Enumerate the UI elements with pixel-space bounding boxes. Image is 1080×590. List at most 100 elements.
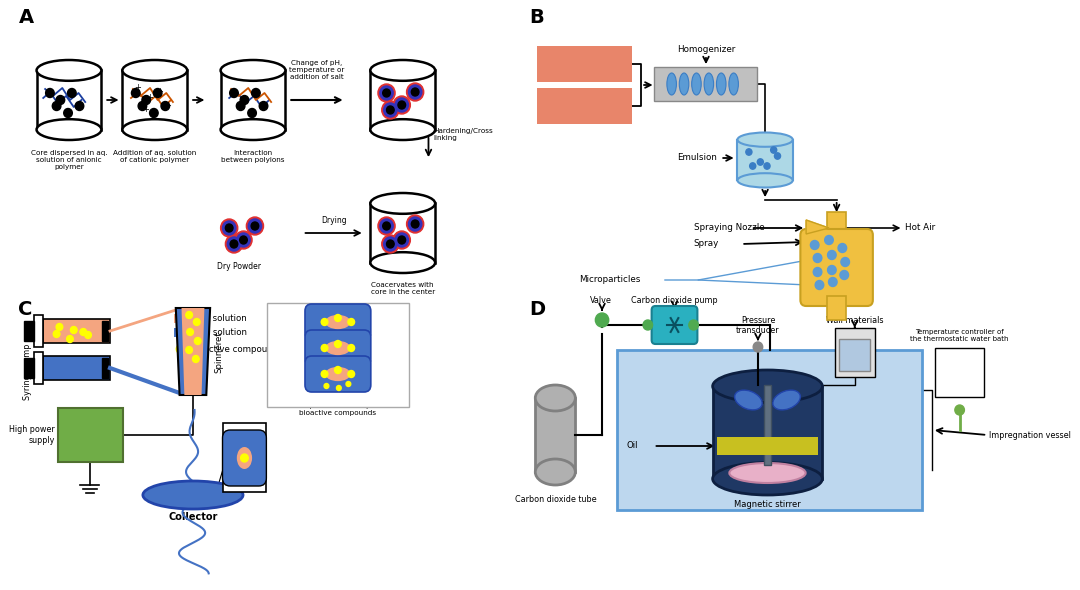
Text: Oil: Oil [626,441,638,451]
Text: shell solution: shell solution [190,328,247,337]
Circle shape [252,222,259,230]
FancyBboxPatch shape [370,204,435,263]
Circle shape [335,314,341,322]
Circle shape [80,329,86,336]
Circle shape [757,159,764,165]
Text: Valve: Valve [590,296,611,305]
Circle shape [138,101,147,110]
Circle shape [226,224,233,232]
Ellipse shape [220,60,285,81]
Circle shape [813,267,822,277]
Ellipse shape [122,119,187,140]
Text: Hardening/Cross
linking: Hardening/Cross linking [433,128,492,141]
FancyBboxPatch shape [654,67,756,101]
FancyBboxPatch shape [122,70,187,130]
Circle shape [408,85,422,99]
Text: Dry Powder: Dry Powder [217,262,260,271]
Ellipse shape [666,73,676,95]
Circle shape [383,103,397,117]
Circle shape [406,83,423,101]
Circle shape [248,219,261,233]
Text: Core solution: Core solution [190,314,247,323]
Circle shape [406,215,423,233]
Circle shape [64,109,72,117]
FancyBboxPatch shape [839,339,870,371]
Circle shape [237,101,245,110]
FancyBboxPatch shape [536,398,576,472]
FancyBboxPatch shape [827,296,846,320]
Circle shape [393,96,410,114]
Circle shape [187,329,193,336]
Circle shape [76,101,84,110]
Text: Core material: Core material [550,60,619,68]
Ellipse shape [729,463,806,483]
Ellipse shape [370,119,435,140]
Text: Collector: Collector [168,512,218,522]
Circle shape [689,320,699,330]
Circle shape [321,345,328,352]
Circle shape [771,147,777,153]
Ellipse shape [37,60,102,81]
Bar [103,321,108,341]
Circle shape [828,277,837,287]
Circle shape [321,319,328,326]
Text: +: + [157,87,163,96]
Circle shape [841,257,850,267]
Circle shape [141,96,150,104]
Circle shape [237,233,251,247]
Circle shape [335,340,341,348]
Circle shape [387,240,394,248]
Circle shape [240,96,248,104]
Text: Wall materials: Wall materials [826,316,883,325]
Circle shape [247,109,256,117]
Text: Carbon dioxide pump: Carbon dioxide pump [631,296,718,305]
Ellipse shape [773,390,800,410]
Polygon shape [806,220,829,234]
Text: Hot Air: Hot Air [905,224,935,232]
Text: Drying: Drying [321,216,347,225]
Circle shape [381,235,399,253]
Circle shape [226,235,243,253]
Circle shape [252,88,260,97]
Circle shape [241,454,248,462]
Text: B: B [529,8,544,27]
Text: Syringe pump: Syringe pump [24,344,32,400]
FancyBboxPatch shape [537,46,632,82]
Ellipse shape [325,341,351,355]
Ellipse shape [325,367,351,381]
Text: Interaction
between polyions: Interaction between polyions [221,150,285,163]
FancyBboxPatch shape [305,330,370,366]
Circle shape [246,217,264,235]
Circle shape [380,219,393,233]
Ellipse shape [738,133,793,147]
Circle shape [324,384,328,388]
Ellipse shape [220,119,285,140]
FancyBboxPatch shape [222,423,267,492]
Circle shape [321,371,328,378]
Circle shape [397,236,406,244]
Text: Spinneret: Spinneret [214,331,222,373]
Circle shape [810,241,819,250]
Text: C: C [18,300,32,319]
Circle shape [348,345,354,352]
FancyBboxPatch shape [37,70,102,130]
FancyBboxPatch shape [268,303,409,407]
Text: Homogenizer: Homogenizer [677,45,735,54]
Text: Core dispersed in aq.
solution of anionic
polymer: Core dispersed in aq. solution of anioni… [30,150,107,170]
Circle shape [84,332,92,339]
Text: Wall material: Wall material [550,101,618,110]
Circle shape [764,163,770,169]
FancyBboxPatch shape [827,212,846,242]
Circle shape [838,244,847,253]
Ellipse shape [370,193,435,214]
FancyBboxPatch shape [835,328,875,377]
Circle shape [192,356,199,362]
Circle shape [52,101,60,110]
Circle shape [132,88,140,97]
Circle shape [56,96,65,104]
Circle shape [335,366,341,373]
Ellipse shape [370,60,435,81]
Circle shape [382,222,390,230]
Circle shape [68,88,76,97]
Circle shape [411,220,419,228]
